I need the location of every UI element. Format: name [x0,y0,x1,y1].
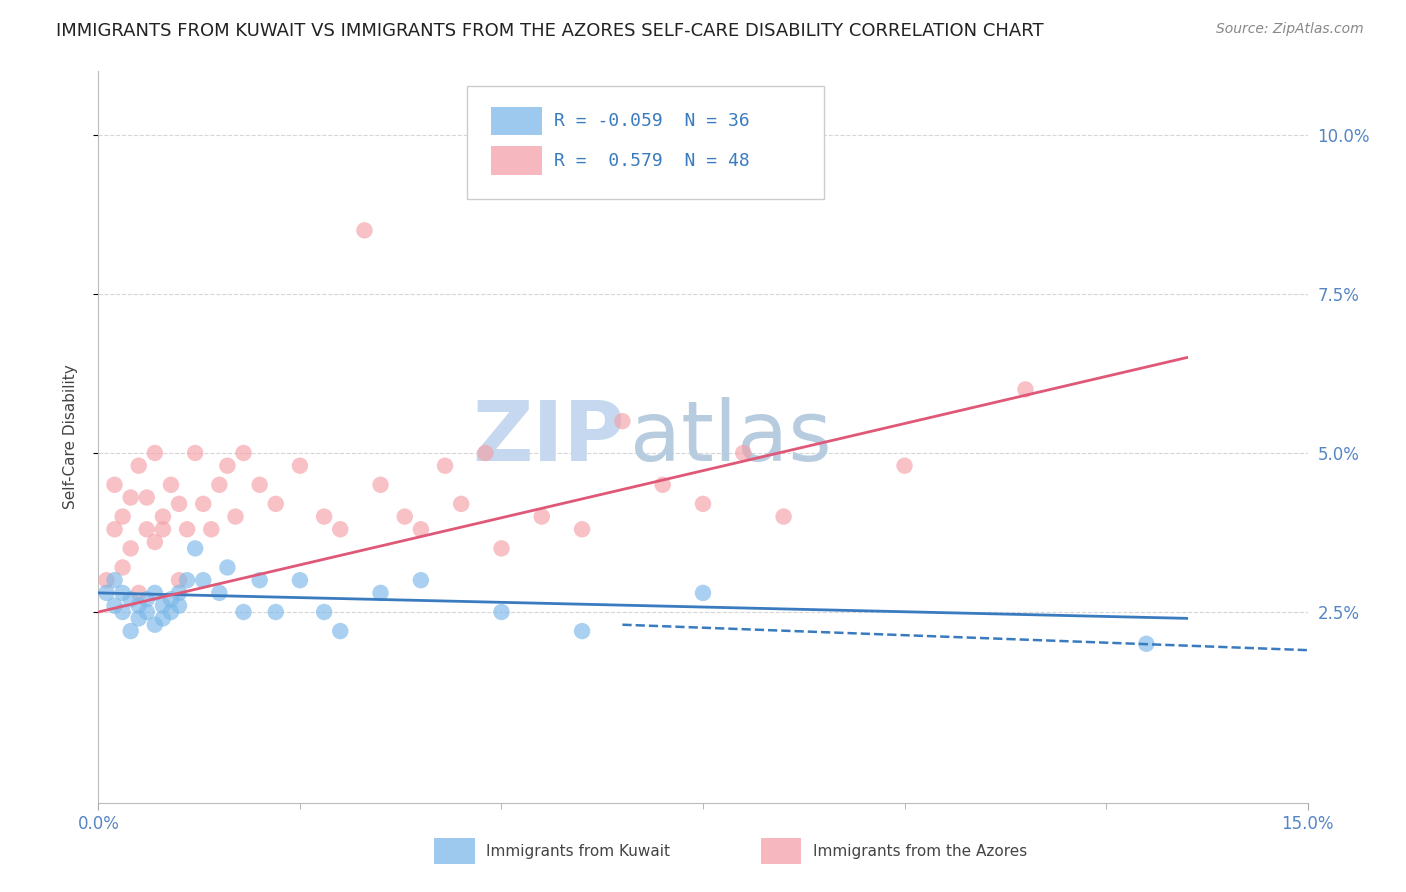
Point [491,541,513,556]
FancyBboxPatch shape [492,107,543,136]
Text: R = -0.059  N = 36: R = -0.059 N = 36 [554,112,749,130]
Point [1014,383,1036,397]
Point [167,573,190,587]
Y-axis label: Self-Care Disability: Self-Care Disability [63,365,77,509]
Point [893,458,915,473]
Point [111,560,134,574]
Point [128,586,150,600]
Point [474,446,496,460]
Point [135,605,157,619]
Point [160,605,183,619]
Point [111,509,134,524]
Point [193,573,215,587]
Point [120,624,142,638]
Point [530,509,553,524]
Point [143,617,166,632]
Point [103,599,125,613]
Point [143,446,166,460]
Point [409,573,432,587]
Text: atlas: atlas [630,397,832,477]
Point [103,573,125,587]
Point [143,586,166,600]
Point [135,592,157,607]
Point [111,586,134,600]
Text: R =  0.579  N = 48: R = 0.579 N = 48 [554,152,749,169]
Point [111,605,134,619]
Point [160,592,183,607]
Point [208,586,231,600]
Point [353,223,375,237]
Point [232,605,254,619]
Point [96,586,118,600]
Point [434,458,457,473]
Point [176,522,198,536]
Point [167,497,190,511]
Text: Source: ZipAtlas.com: Source: ZipAtlas.com [1216,22,1364,37]
Point [128,599,150,613]
Point [128,458,150,473]
Point [314,605,336,619]
Point [491,605,513,619]
Point [193,497,215,511]
Point [232,446,254,460]
Point [120,491,142,505]
Text: ZIP: ZIP [472,397,624,477]
Point [692,497,714,511]
Point [96,573,118,587]
Point [120,541,142,556]
Point [184,446,207,460]
Point [409,522,432,536]
Point [135,491,157,505]
Point [1135,637,1157,651]
Point [249,477,271,491]
Point [128,611,150,625]
Point [612,414,634,428]
Point [651,477,673,491]
Point [184,541,207,556]
Point [208,477,231,491]
Point [152,522,174,536]
Point [152,599,174,613]
Point [143,535,166,549]
Point [733,446,755,460]
Point [167,586,190,600]
Point [200,522,222,536]
Text: IMMIGRANTS FROM KUWAIT VS IMMIGRANTS FROM THE AZORES SELF-CARE DISABILITY CORREL: IMMIGRANTS FROM KUWAIT VS IMMIGRANTS FRO… [56,22,1043,40]
Point [264,497,287,511]
Text: Immigrants from Kuwait: Immigrants from Kuwait [486,845,671,859]
Point [152,509,174,524]
Point [370,586,392,600]
Point [571,522,593,536]
Point [152,611,174,625]
Point [160,477,183,491]
Point [264,605,287,619]
Point [450,497,472,511]
Point [394,509,416,524]
Point [103,522,125,536]
Point [167,599,190,613]
Point [772,509,794,524]
Point [288,573,311,587]
Point [135,522,157,536]
FancyBboxPatch shape [492,146,543,175]
Point [176,573,198,587]
Point [224,509,246,524]
FancyBboxPatch shape [467,86,824,200]
Point [217,458,239,473]
Point [571,624,593,638]
Point [249,573,271,587]
Point [103,477,125,491]
Point [217,560,239,574]
Point [692,586,714,600]
Text: Immigrants from the Azores: Immigrants from the Azores [813,845,1026,859]
Point [120,592,142,607]
Point [314,509,336,524]
Point [329,624,352,638]
Point [370,477,392,491]
Point [288,458,311,473]
Point [329,522,352,536]
